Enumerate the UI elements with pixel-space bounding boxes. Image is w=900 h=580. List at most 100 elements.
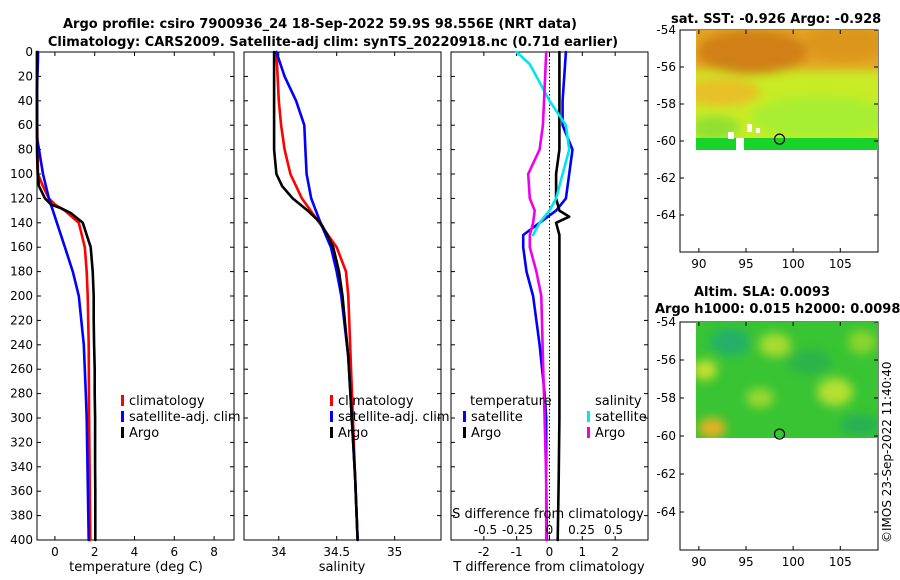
depth-tick-label: 0 [25, 45, 33, 59]
legend-label-climatology: climatology [129, 394, 205, 409]
legend-label-satellite-adj: satellite-adj. clim [338, 410, 450, 425]
legend-label-climatology: climatology [338, 394, 414, 409]
depth-tick-label: 320 [10, 435, 33, 449]
imos-credit: ©IMOS 23-Sep-2022 11:40:40 [880, 361, 894, 543]
argo-position-marker [773, 133, 786, 145]
depth-tick-label: 300 [10, 411, 33, 425]
lon-tick-label: 90 [691, 555, 706, 569]
legend-label-sal-satellite: satellite [595, 410, 647, 425]
sla-warm-eddy-3 [817, 378, 853, 406]
difference-panel: -2 -1 0 1 2 -0.5 -0.25 0 0.25 0.5 S difference f… [450, 50, 649, 575]
difference-legend-temperature: temperature satellite Argo [463, 394, 552, 441]
s-difference-label: S difference from climatology [452, 507, 644, 522]
sst-cool-patch [750, 96, 878, 140]
lat-tick-label: -56 [656, 353, 676, 367]
sst-map-axes: -54 -56 -58 -60 -62 -64 90 95 100 105 [656, 23, 878, 271]
lon-tick-label: 95 [738, 555, 753, 569]
sst-heatmap [696, 30, 878, 150]
depth-tick-label: 240 [10, 338, 33, 352]
x-tick-label: 34.5 [323, 545, 350, 559]
salinity-difference-ticks: -0.5 -0.25 0 0.25 0.5 [474, 523, 623, 537]
legend-swatch-argo [330, 427, 333, 438]
depth-tick-label: 140 [10, 216, 33, 230]
legend-label-argo: Argo [338, 426, 368, 441]
title-line1: Argo profile: csiro 7900936_24 18-Sep-20… [63, 17, 577, 32]
legend-title-temperature: temperature [470, 394, 552, 409]
sst-ice-mask-2 [736, 138, 744, 150]
lon-tick-label: 90 [691, 257, 706, 271]
legend-label-temp-satellite: satellite [471, 410, 523, 425]
lat-tick-label: -64 [656, 208, 676, 222]
legend-swatch-temp-satellite [463, 411, 466, 422]
depth-tick-label: 200 [10, 289, 33, 303]
lat-tick-label: -58 [656, 97, 676, 111]
sla-cool-eddy-1 [710, 328, 750, 356]
x-tick-label: 0 [51, 545, 59, 559]
legend-swatch-sal-argo [587, 427, 590, 438]
depth-tick-label: 60 [18, 118, 33, 132]
depth-tick-label: 260 [10, 362, 33, 376]
salinity-x-axis: 34 34.5 35 [271, 52, 402, 559]
sst-mid-band [696, 78, 760, 106]
temperature-xlabel: temperature (deg C) [69, 560, 203, 575]
sst-warm-east [805, 30, 878, 60]
legend-swatch-climatology [330, 395, 333, 406]
legend-label-argo: Argo [129, 426, 159, 441]
depth-tick-label: 400 [10, 533, 33, 547]
depth-tick-label: 220 [10, 313, 33, 327]
difference-x-axis: -2 -1 0 1 2 [478, 52, 619, 559]
legend-label-temp-argo: Argo [471, 426, 501, 441]
sst-warm-core [697, 30, 807, 74]
temperature-legend: climatology satellite-adj. clim Argo [121, 394, 241, 441]
x-tick-label: 34 [271, 545, 286, 559]
sst-ice-mask-3 [747, 124, 752, 132]
lon-tick-label: 105 [829, 257, 852, 271]
temperature-axes-frame [36, 51, 235, 541]
x-tick-label: 6 [170, 545, 178, 559]
sla-warm-eddy-4 [746, 388, 774, 408]
depth-tick-label: 160 [10, 240, 33, 254]
difference-axes-frame [450, 51, 649, 541]
depth-tick-label: 40 [18, 94, 33, 108]
sla-map-title-2: Argo h1000: 0.015 h2000: 0.0098 [655, 302, 900, 317]
lat-tick-label: -58 [656, 391, 676, 405]
series-line-argo [272, 50, 359, 542]
x-tick-label: 35 [387, 545, 402, 559]
series-line-temperature-argo [554, 50, 571, 542]
sla-heatmap [696, 322, 878, 438]
lon-tick-label: 95 [738, 257, 753, 271]
salinity-difference-tick-label: -0.25 [502, 523, 533, 537]
series-line-salinity-satellite [515, 50, 571, 237]
salinity-xlabel: salinity [319, 560, 366, 575]
lon-tick-label: 100 [782, 257, 805, 271]
series-line-salinity-argo [526, 50, 548, 542]
sst-edge-strip [696, 138, 878, 150]
legend-swatch-temp-argo [463, 427, 466, 438]
sla-cool-eddy-2 [788, 350, 832, 374]
depth-tick-label: 100 [10, 167, 33, 181]
x-tick-label: 4 [131, 545, 139, 559]
sla-map: -54 -56 -58 -60 -62 -64 90 95 100 105 [656, 315, 879, 569]
temperature-panel: 0204060801001201401601802002202402602803… [10, 45, 241, 575]
salinity-difference-tick-label: 0 [546, 523, 554, 537]
salinity-series [272, 50, 359, 542]
sla-map-title-1: Altim. SLA: 0.0093 [694, 285, 830, 300]
salinity-legend: climatology satellite-adj. clim Argo [330, 394, 450, 441]
series-line-argo [35, 50, 97, 542]
sst-map: -54 -56 -58 -60 -62 -64 90 95 100 105 [656, 23, 879, 271]
sst-ice-mask-1 [728, 132, 734, 139]
legend-label-satellite-adj: satellite-adj. clim [129, 410, 241, 425]
salinity-difference-tick-label: -0.5 [474, 523, 497, 537]
salinity-difference-tick-label: 0.25 [568, 523, 595, 537]
sla-warm-eddy-2 [759, 333, 791, 357]
lon-tick-label: 100 [782, 555, 805, 569]
x-tick-label: 2 [611, 545, 619, 559]
depth-tick-label: 340 [10, 460, 33, 474]
depth-tick-label: 380 [10, 509, 33, 523]
legend-swatch-climatology [121, 395, 124, 406]
difference-series [515, 50, 574, 542]
depth-tick-label: 120 [10, 191, 33, 205]
legend-swatch-sal-satellite [587, 411, 590, 422]
sst-map-title: sat. SST: -0.926 Argo: -0.928 [671, 12, 881, 27]
